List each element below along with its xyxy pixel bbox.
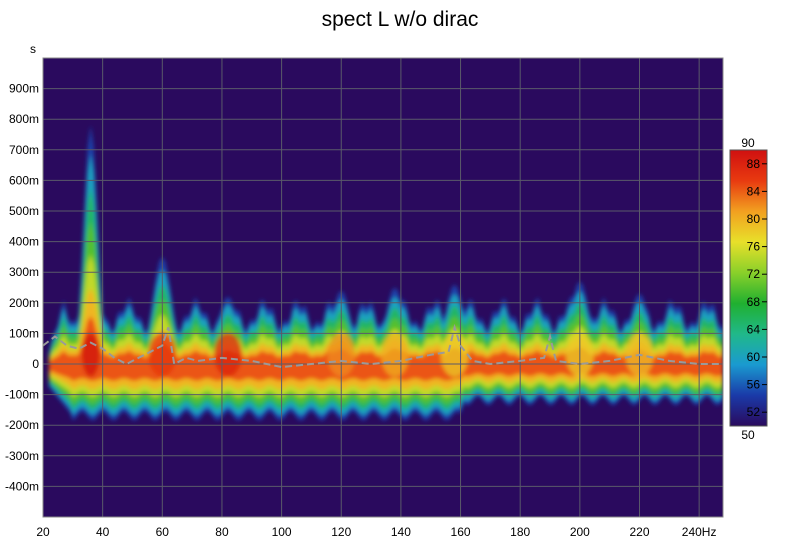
y-tick-label: 900m	[9, 82, 39, 96]
plot-frame	[42, 57, 724, 518]
colorbar-tick-label: 64	[747, 322, 761, 336]
colorbar-tick-label: 50	[741, 428, 755, 442]
x-tick-label: 100	[272, 525, 292, 539]
colorbar: 50 52 56 60 64 68 72 76 80 84 88 90	[729, 136, 768, 442]
y-tick-label: 100m	[9, 326, 39, 340]
colorbar-tick-label: 68	[747, 295, 761, 309]
colorbar-tick-label: 84	[747, 184, 761, 198]
colorbar-tick-label: 76	[747, 240, 761, 254]
x-tick-label: 200	[570, 525, 590, 539]
colorbar-tick-label: 72	[747, 267, 761, 281]
y-tick-label: 600m	[9, 173, 39, 187]
resonance-hotspot	[81, 332, 100, 377]
y-tick-label: -100m	[5, 388, 39, 402]
resonance-hotspot	[213, 332, 242, 377]
grid	[42, 58, 723, 517]
colorbar-tick-label: 56	[747, 378, 761, 392]
y-tick-label: -300m	[5, 449, 39, 463]
y-tick-label: -400m	[5, 479, 39, 493]
resonance-hotspot	[380, 332, 409, 377]
colorbar-tick-label: 52	[747, 405, 761, 419]
y-tick-label: -200m	[5, 418, 39, 432]
axes: 20 40 60 80 100 120 140 160 180 200 220 240Hz -400m -…	[5, 42, 724, 539]
y-tick-label: 500m	[9, 204, 39, 218]
y-tick-label: 0	[32, 357, 39, 371]
plot-area	[42, 58, 723, 517]
x-tick-label: 140	[391, 525, 411, 539]
y-unit-label: s	[30, 42, 36, 56]
x-tick-label: 80	[215, 525, 229, 539]
plot-background	[43, 58, 723, 517]
x-tick-label: 180	[510, 525, 530, 539]
x-tick-label: 240Hz	[682, 525, 717, 539]
colorbar-tick-label: 90	[741, 136, 755, 150]
x-tick-label: 20	[36, 525, 50, 539]
y-tick-label: 800m	[9, 112, 39, 126]
y-tick-label: 300m	[9, 265, 39, 279]
y-tick-label: 400m	[9, 235, 39, 249]
x-tick-label: 40	[96, 525, 110, 539]
colorbar-scale	[729, 149, 768, 427]
resonance-hotspot	[440, 332, 469, 377]
series-line	[43, 323, 723, 369]
colorbar-tick-label: 60	[747, 350, 761, 364]
colorbar-tick-label: 80	[747, 212, 761, 226]
x-tick-label: 60	[156, 525, 170, 539]
colorbar-tick-label: 88	[747, 157, 761, 171]
chart-title: spect L w/o dirac	[321, 8, 479, 31]
x-tick-label: 120	[331, 525, 351, 539]
x-tick-label: 220	[629, 525, 649, 539]
x-tick-label: 160	[451, 525, 471, 539]
y-tick-label: 200m	[9, 296, 39, 310]
y-tick-label: 700m	[9, 143, 39, 157]
